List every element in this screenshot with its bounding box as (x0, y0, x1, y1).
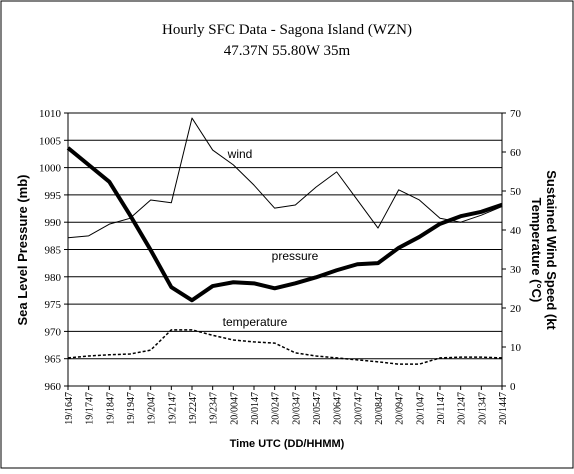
x-tick-label: 19/1947 (126, 392, 137, 425)
y-tick-label: 970 (45, 326, 62, 338)
x-tick-label: 20/0547 (312, 392, 323, 425)
x-tick-label: 19/2147 (167, 392, 178, 425)
y2-tick-label: 50 (510, 186, 522, 198)
x-tick-label: 20/0047 (229, 392, 240, 425)
series-label: wind (227, 147, 253, 161)
y2-tick-label: 30 (510, 264, 522, 276)
x-tick-label: 20/1047 (415, 392, 426, 425)
x-tick-label: 20/1247 (457, 392, 468, 425)
y2-axis-label: Sustained Wind Speed (kt (544, 170, 559, 330)
y2-tick-label: 20 (510, 303, 522, 315)
x-tick-label: 20/0347 (291, 392, 302, 425)
x-tick-label: 20/0847 (374, 392, 385, 425)
x-tick-label: 19/1747 (85, 392, 96, 425)
y2-tick-label: 10 (510, 342, 522, 354)
x-tick-label: 20/0747 (353, 392, 364, 425)
y-tick-label: 1000 (39, 163, 62, 175)
y-tick-label: 985 (45, 245, 62, 257)
y2-axis-label: Temperature (°C) (529, 198, 544, 303)
x-axis-label: Time UTC (DD/HHMM) (230, 438, 345, 450)
y-axis-label: Sea Level Pressure (mb) (15, 174, 30, 325)
chart-title: Hourly SFC Data - Sagona Island (WZN) (162, 22, 412, 38)
x-tick-label: 20/1447 (498, 392, 509, 425)
y2-tick-label: 60 (510, 147, 522, 159)
x-tick-label: 19/1847 (105, 392, 116, 425)
series-label: temperature (223, 315, 288, 329)
y-tick-label: 990 (45, 217, 62, 229)
x-tick-label: 20/0947 (395, 392, 406, 425)
series-line (67, 329, 503, 365)
x-tick-label: 19/1647 (64, 392, 75, 425)
y-tick-label: 980 (45, 272, 62, 284)
x-tick-label: 19/2247 (188, 392, 199, 425)
y-tick-label: 1010 (39, 108, 62, 120)
chart-subtitle: 47.37N 55.80W 35m (224, 43, 351, 59)
y2-tick-label: 0 (510, 381, 516, 393)
x-tick-label: 20/1147 (436, 392, 447, 424)
y-tick-label: 975 (45, 299, 62, 311)
y-tick-label: 1005 (39, 135, 62, 147)
series-label: pressure (272, 249, 319, 263)
x-tick-label: 20/1347 (477, 392, 488, 425)
y-tick-label: 965 (45, 354, 62, 366)
x-tick-label: 20/0247 (271, 392, 282, 425)
y-tick-label: 960 (45, 381, 62, 393)
series-line (66, 146, 503, 303)
x-tick-label: 19/2347 (209, 392, 220, 425)
x-tick-label: 20/0147 (250, 392, 261, 425)
x-tick-label: 20/0647 (333, 392, 344, 425)
y2-tick-label: 40 (510, 225, 522, 237)
y-tick-label: 995 (45, 190, 62, 202)
x-tick-label: 19/2047 (147, 392, 158, 425)
series-line (67, 117, 503, 239)
y2-tick-label: 70 (510, 108, 522, 120)
